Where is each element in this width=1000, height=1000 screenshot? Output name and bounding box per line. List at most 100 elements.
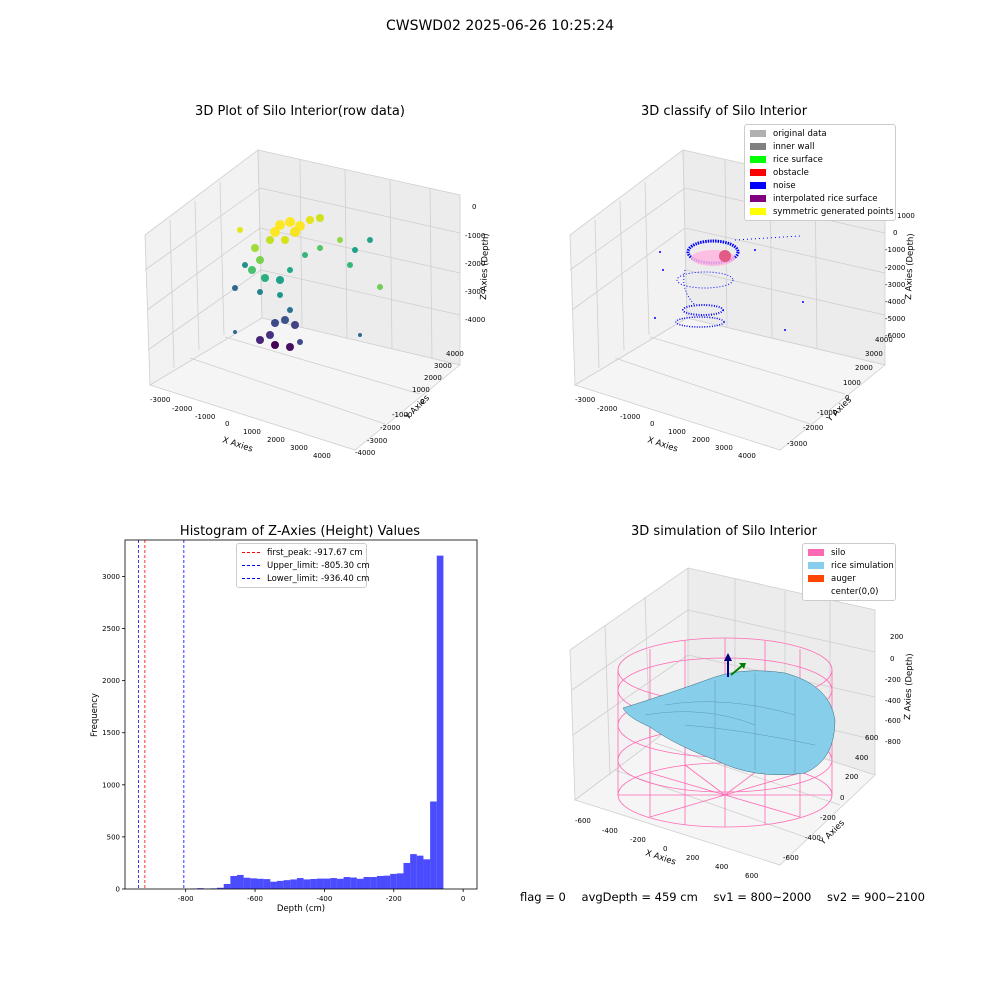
legend-item: interpolated rice surface [750,192,890,205]
histogram-bar [250,878,257,889]
histogram-bar [356,878,364,889]
y-tick-label: 2500 [102,625,120,633]
legend-swatch [808,588,824,595]
svg-text:200: 200 [890,633,903,641]
y-tick-label: 2000 [102,677,120,685]
simulation-legend: silo rice simulation auger center(0,0) [802,543,896,601]
status-flag: flag = 0 [520,890,566,904]
svg-text:-3000: -3000 [465,288,485,296]
histogram-bar [223,883,231,889]
simulation-panel-title: 3D simulation of Silo Interior [631,524,817,539]
svg-text:1000: 1000 [412,386,430,394]
raw-z-label: Z Axies (Depth) [479,233,491,300]
svg-text:-400: -400 [885,697,901,705]
simulation-z-ticks: 200 0 -200 -400 -600 -800 [885,633,903,746]
legend-item: rice simulation [808,559,894,572]
legend-swatch [808,562,824,569]
legend-item: center(0,0) [808,585,890,598]
svg-text:1000: 1000 [843,379,861,387]
histogram-y-ticks: 0 500 1000 1500 2000 2500 3000 [102,573,125,894]
svg-text:3000: 3000 [290,444,308,452]
svg-text:2000: 2000 [692,436,710,444]
histogram-bar [230,875,238,889]
histogram-bar [316,878,324,889]
legend-swatch [750,169,766,176]
svg-text:0: 0 [663,845,667,853]
classify-3d-points [654,235,804,331]
raw-z-ticks: 0 -1000 -2000 -3000 -4000 [465,203,485,324]
status-avg-depth: avgDepth = 459 cm [581,890,698,904]
legend-swatch [808,575,824,582]
svg-text:-6000: -6000 [885,332,905,340]
legend-item: symmetric generated points [750,205,894,218]
svg-text:0: 0 [845,394,849,402]
legend-line [242,552,260,553]
svg-text:3000: 3000 [715,444,733,452]
svg-text:-1000: -1000 [465,232,485,240]
status-sv1: sv1 = 800~2000 [713,890,812,904]
svg-text:4000: 4000 [313,452,331,460]
histogram-bar [370,877,377,889]
y-tick-label: 3000 [102,573,120,581]
legend-item: Lower_limit: -936.40 cm [242,572,369,585]
histogram-bar [303,879,311,889]
simulation-x-label: X Axies [644,848,677,867]
svg-text:600: 600 [865,734,878,742]
histogram-bar [197,888,204,889]
classify-x-ticks: -3000 -2000 -1000 0 1000 2000 3000 4000 [575,396,756,460]
legend-item: noise [750,179,890,192]
simulation-z-label: Z Axies (Depth) [903,653,915,720]
rice-surface [622,670,836,776]
svg-text:-400: -400 [805,834,821,842]
histogram-bar [283,880,291,889]
svg-text:-2000: -2000 [803,424,823,432]
y-tick-label: 1000 [102,781,120,789]
svg-text:200: 200 [845,773,858,781]
legend-swatch [750,195,766,202]
svg-text:0: 0 [420,398,424,406]
histogram-bar [336,878,344,889]
histogram-bar [363,877,371,889]
svg-text:-3000: -3000 [150,396,170,404]
svg-text:400: 400 [855,754,868,762]
classify-z-label: Z Axies (Depth) [904,233,916,300]
legend-item: Upper_limit: -805.30 cm [242,559,370,572]
raw-3d-points [232,214,383,351]
x-tick-label: -200 [386,895,402,903]
svg-text:0: 0 [650,420,654,428]
histogram-bar [323,878,331,889]
svg-text:2000: 2000 [424,374,442,382]
svg-text:-3000: -3000 [367,437,387,445]
classify-z-ticks: 1000 0 -1000 -2000 -3000 -4000 -5000 -60… [885,212,915,340]
x-tick-label: -800 [178,895,194,903]
svg-text:-1000: -1000 [195,413,215,421]
raw-3d-plot: 0 -1000 -2000 -3000 -4000 -3000 -2000 -1… [144,149,491,460]
rice-surface-mesh [644,673,816,773]
svg-text:2000: 2000 [855,364,873,372]
legend-swatch [750,156,766,163]
histogram-bar [436,555,444,889]
histogram-bar [416,855,424,889]
histogram-legend: first_peak: -917.67 cm Upper_limit: -805… [236,543,370,588]
classify-legend: original data inner wall rice surface ob… [744,124,896,221]
legend-line [242,565,260,566]
histogram-bar [256,878,264,889]
histogram-bar [237,874,244,889]
svg-text:1000: 1000 [668,428,686,436]
histogram-bars [190,555,444,889]
svg-text:-200: -200 [630,836,646,844]
raw-y-ticks: -4000 -3000 -2000 -1000 0 1000 2000 3000… [355,350,464,457]
histogram-bar [390,873,397,889]
svg-text:0: 0 [893,229,897,237]
legend-swatch [750,182,766,189]
legend-swatch [808,549,824,556]
x-tick-label: -600 [247,895,263,903]
legend-swatch [750,130,766,137]
simulation-3d-plot: 200 0 -200 -400 -600 -800 -600 -400 -200… [569,567,915,880]
svg-text:-1000: -1000 [817,409,837,417]
histogram-bar [310,878,317,889]
svg-text:-200: -200 [820,814,836,822]
svg-text:-3000: -3000 [575,396,595,404]
status-line: flag = 0 avgDepth = 459 cm sv1 = 800~200… [520,890,937,904]
histogram-vlines [137,540,185,889]
